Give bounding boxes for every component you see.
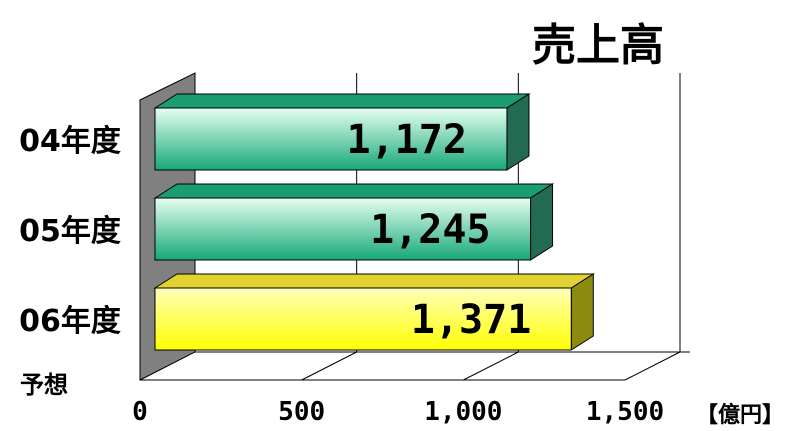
floor-gridline: [463, 351, 519, 381]
x-tick-label: 1,000: [424, 397, 502, 427]
bar-value-label: 1,245: [370, 207, 490, 253]
floor-gridline: [624, 351, 681, 381]
category-label: 04年度: [19, 124, 121, 159]
chart-title: 売上高: [532, 20, 664, 71]
bar: 1,172: [153, 93, 531, 171]
bar-top-face: [153, 93, 531, 109]
bar: 1,371: [153, 273, 596, 351]
bar-front-face: [154, 107, 508, 171]
unit-label: 【億円】: [696, 402, 784, 428]
category-label: 05年度: [19, 214, 121, 249]
bar-side-face: [570, 273, 594, 351]
bar-value-label: 1,371: [411, 297, 531, 343]
bar-front-face: [154, 197, 532, 261]
bar-value-label: 1,172: [347, 117, 467, 163]
bar-front-face: [154, 287, 572, 351]
bar-side-face: [530, 183, 554, 261]
x-tick-label: 1,500: [586, 397, 664, 427]
bar: 1,245: [153, 183, 555, 261]
x-tick-label: 500: [278, 397, 325, 427]
floor-gridline: [301, 351, 357, 381]
bar-top-face: [153, 273, 596, 289]
x-tick-label: 0: [132, 397, 148, 427]
category-label: 06年度: [19, 304, 121, 339]
bar-side-face: [506, 93, 530, 171]
bar-top-face: [153, 183, 555, 199]
forecast-note: 予想: [20, 371, 68, 399]
